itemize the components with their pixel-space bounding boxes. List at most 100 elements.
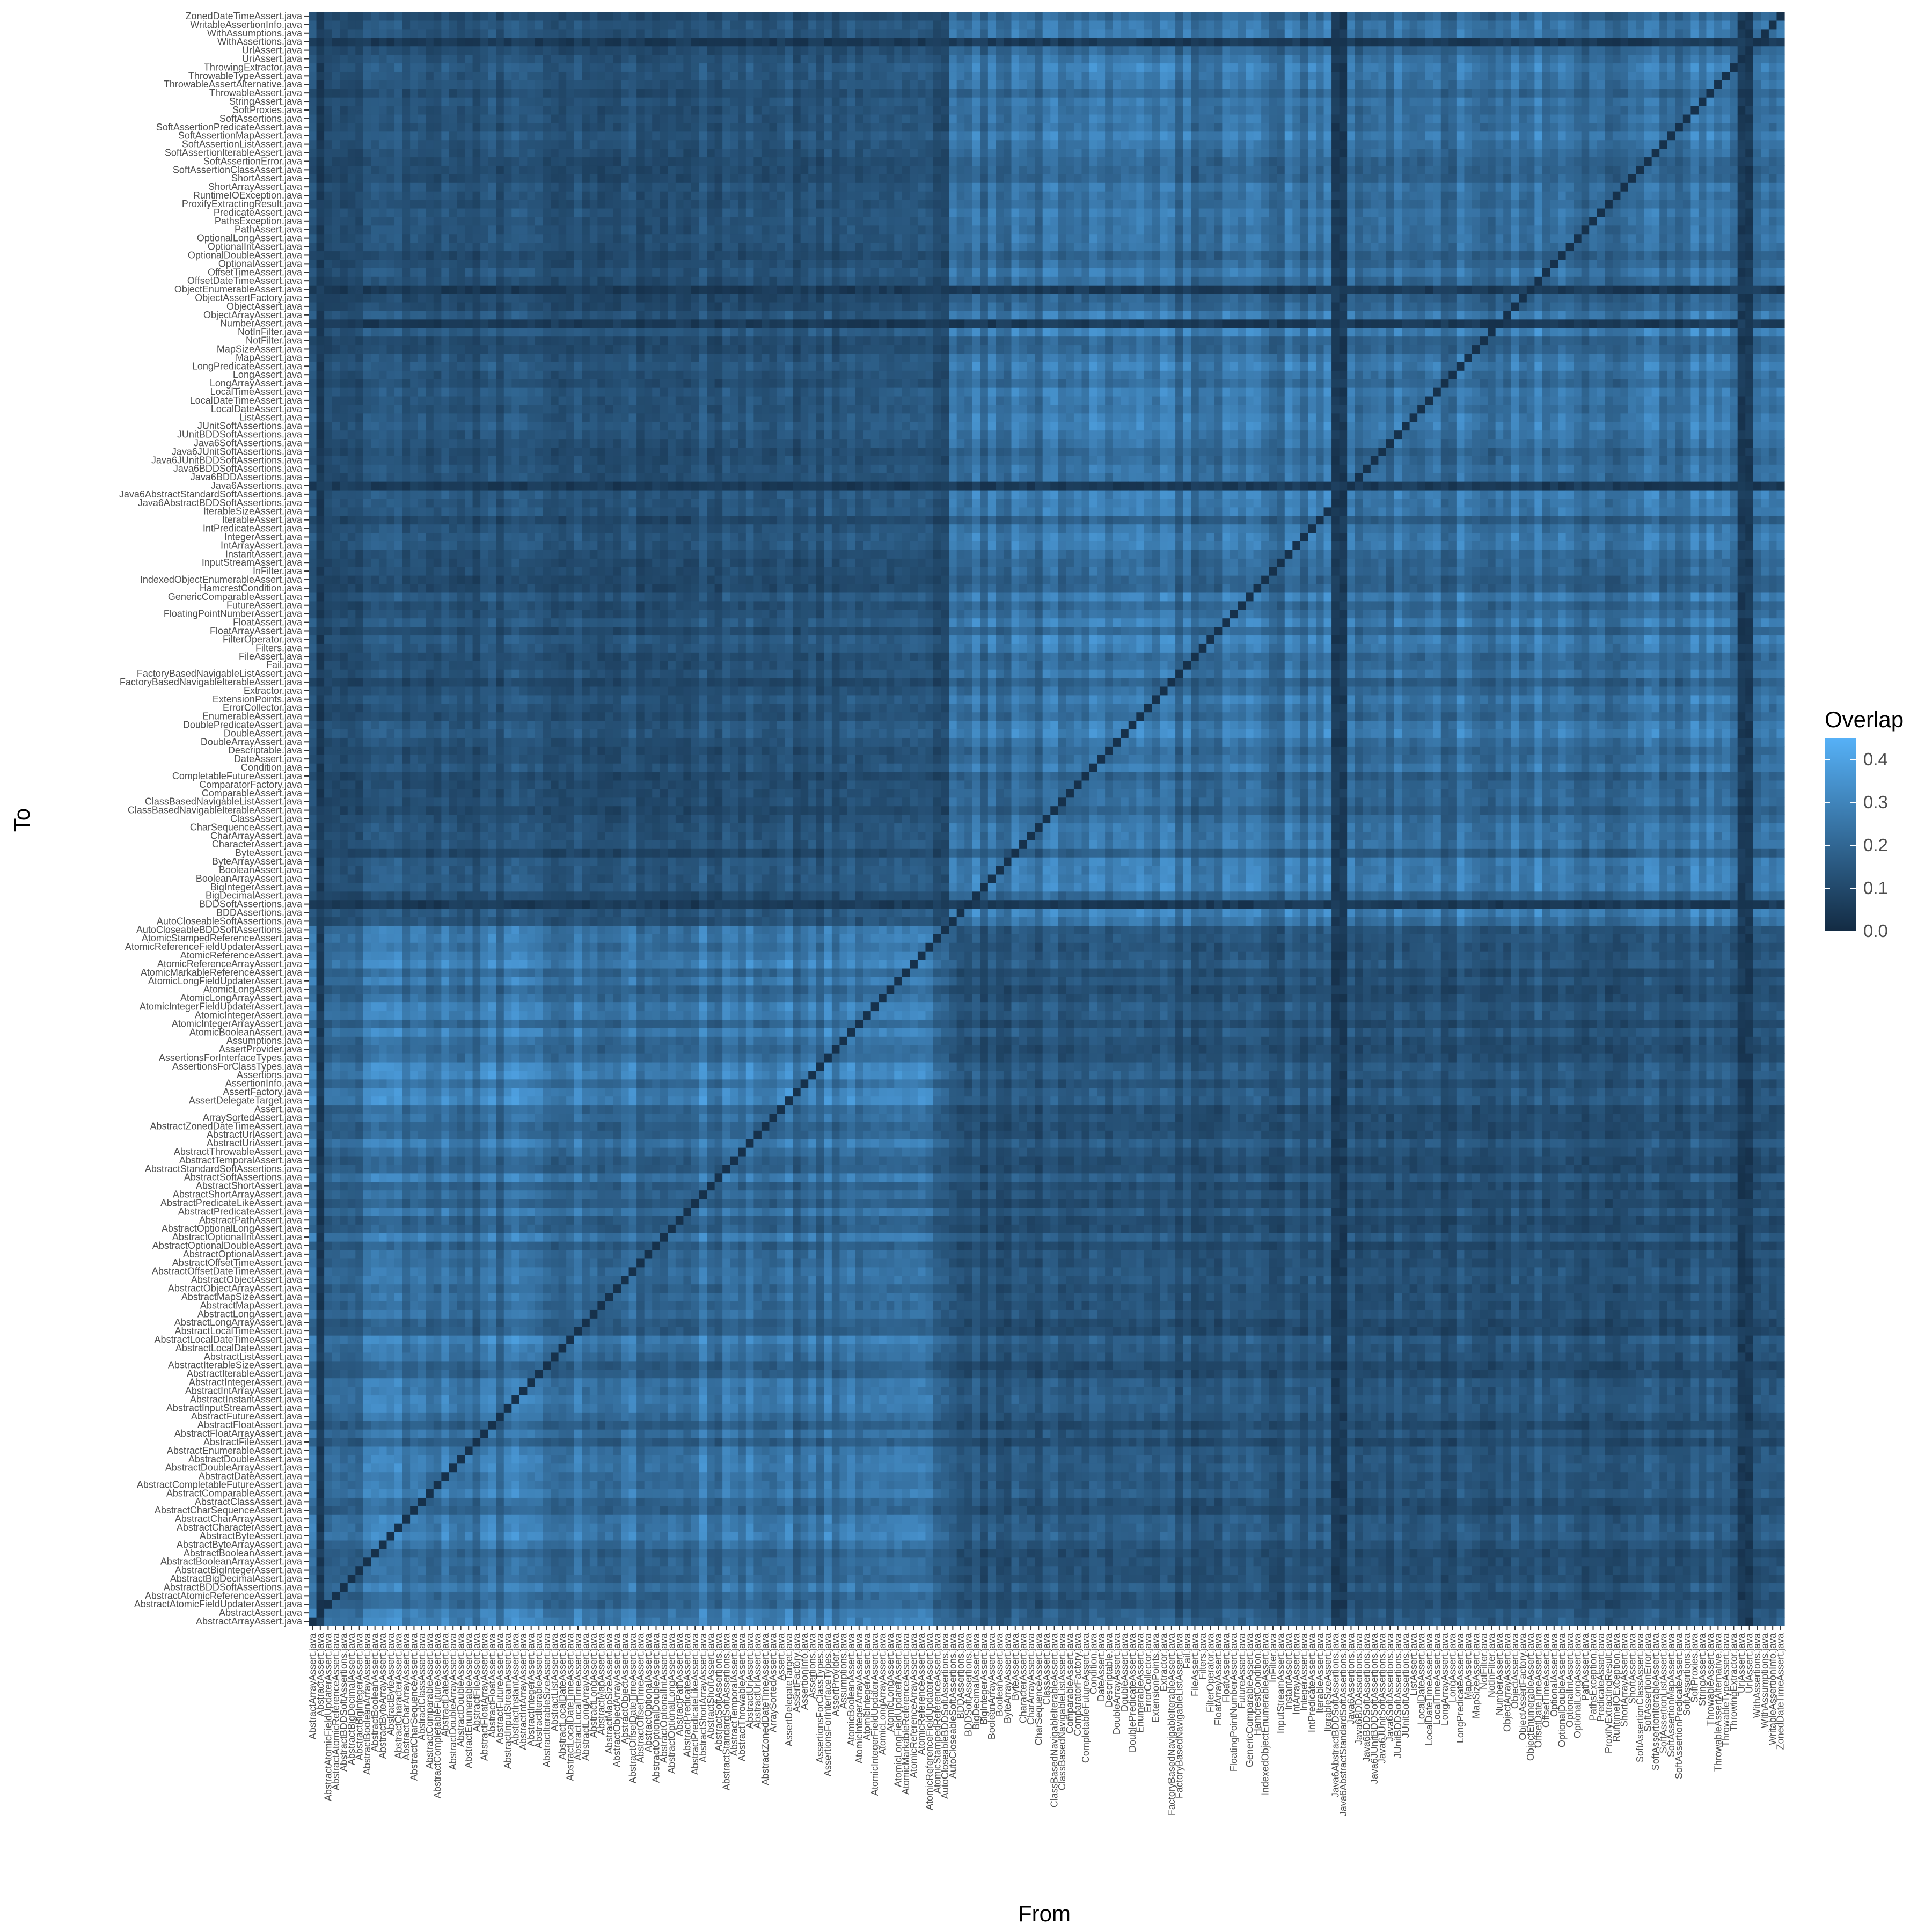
heatmap-cell	[472, 951, 481, 960]
heatmap-cell	[355, 122, 364, 132]
heatmap-cell	[426, 1531, 434, 1541]
heatmap-cell	[324, 558, 333, 567]
heatmap-cell	[340, 80, 348, 89]
heatmap-cell	[503, 1395, 512, 1404]
heatmap-cell	[309, 200, 317, 209]
heatmap-cell	[480, 89, 489, 98]
heatmap-cell	[480, 1267, 489, 1276]
heatmap-cell	[324, 71, 333, 80]
heatmap-cell	[378, 131, 387, 141]
heatmap-cell	[503, 558, 512, 567]
heatmap-cell	[511, 1454, 520, 1464]
heatmap-cell	[480, 1429, 489, 1438]
heatmap-cell	[410, 413, 419, 422]
heatmap-cell	[441, 583, 450, 593]
heatmap-cell	[426, 208, 434, 217]
heatmap-cell	[340, 951, 348, 960]
heatmap-cell	[472, 652, 481, 661]
heatmap-cell	[433, 507, 442, 516]
heatmap-cell	[394, 1002, 403, 1012]
heatmap-cell	[347, 1489, 356, 1498]
heatmap-cell	[386, 148, 395, 158]
heatmap-cell	[355, 259, 364, 268]
heatmap-cell	[386, 294, 395, 303]
heatmap-cell	[386, 413, 395, 422]
heatmap-cell	[324, 1147, 333, 1157]
heatmap-cell	[332, 131, 340, 141]
heatmap-cell	[441, 1480, 450, 1490]
heatmap-cell	[378, 1318, 387, 1327]
heatmap-cell	[363, 601, 371, 610]
heatmap-cell	[316, 575, 325, 584]
heatmap-cell	[402, 866, 411, 875]
heatmap-cell	[418, 1087, 426, 1097]
heatmap-cell	[441, 489, 450, 499]
heatmap-cell	[340, 1352, 348, 1362]
heatmap-cell	[386, 720, 395, 730]
heatmap-cell	[410, 1045, 419, 1054]
heatmap-cell	[488, 788, 496, 798]
heatmap-cell	[426, 1343, 434, 1353]
heatmap-cell	[316, 456, 325, 465]
heatmap-cell	[511, 1249, 520, 1259]
heatmap-cell	[426, 1122, 434, 1131]
heatmap-cell	[324, 823, 333, 832]
heatmap-cell	[472, 362, 481, 371]
heatmap-cell	[347, 1062, 356, 1071]
heatmap-cell	[410, 1421, 419, 1430]
heatmap-cell	[496, 131, 504, 141]
heatmap-cell	[332, 583, 340, 593]
heatmap-cell	[441, 618, 450, 627]
heatmap-cell	[433, 609, 442, 619]
heatmap-cell	[394, 1147, 403, 1157]
heatmap-cell	[410, 165, 419, 174]
heatmap-cell	[332, 951, 340, 960]
heatmap-cell	[332, 106, 340, 115]
heatmap-cell	[340, 1557, 348, 1567]
heatmap-cell	[386, 302, 395, 311]
heatmap-cell	[324, 1122, 333, 1131]
heatmap-cell	[503, 1096, 512, 1106]
heatmap-cell	[426, 1096, 434, 1106]
heatmap-cell	[418, 720, 426, 730]
heatmap-cell	[449, 1241, 458, 1250]
heatmap-cell	[324, 362, 333, 371]
heatmap-cell	[378, 1369, 387, 1379]
heatmap-cell	[441, 1053, 450, 1063]
heatmap-cell	[465, 1472, 473, 1481]
heatmap-cell	[309, 1540, 317, 1549]
heatmap-cell	[324, 37, 333, 47]
heatmap-cell	[410, 498, 419, 508]
heatmap-cell	[488, 1548, 496, 1558]
heatmap-cell	[316, 1275, 325, 1285]
heatmap-cell	[488, 97, 496, 106]
heatmap-cell	[394, 1369, 403, 1379]
heatmap-cell	[340, 498, 348, 508]
heatmap-cell	[410, 114, 419, 123]
heatmap-cell	[378, 609, 387, 619]
heatmap-cell	[402, 1557, 411, 1567]
heatmap-cell	[371, 729, 379, 738]
heatmap-cell	[309, 1369, 317, 1379]
heatmap-cell	[511, 934, 520, 943]
heatmap-cell	[402, 421, 411, 431]
heatmap-cell	[472, 268, 481, 277]
heatmap-cell	[394, 1275, 403, 1285]
heatmap-cell	[363, 1053, 371, 1063]
heatmap-cell	[433, 182, 442, 192]
heatmap-cell	[503, 54, 512, 64]
heatmap-cell	[355, 1045, 364, 1054]
heatmap-cell	[355, 285, 364, 294]
heatmap-cell	[363, 387, 371, 397]
heatmap-cell	[488, 165, 496, 174]
heatmap-cell	[309, 960, 317, 969]
heatmap-cell	[355, 925, 364, 934]
heatmap-cell	[378, 575, 387, 584]
heatmap-cell	[488, 387, 496, 397]
heatmap-cell	[480, 592, 489, 602]
heatmap-cell	[457, 993, 465, 1003]
heatmap-cell	[457, 294, 465, 303]
heatmap-cell	[496, 1497, 504, 1506]
heatmap-cell	[418, 908, 426, 918]
heatmap-cell	[511, 993, 520, 1003]
